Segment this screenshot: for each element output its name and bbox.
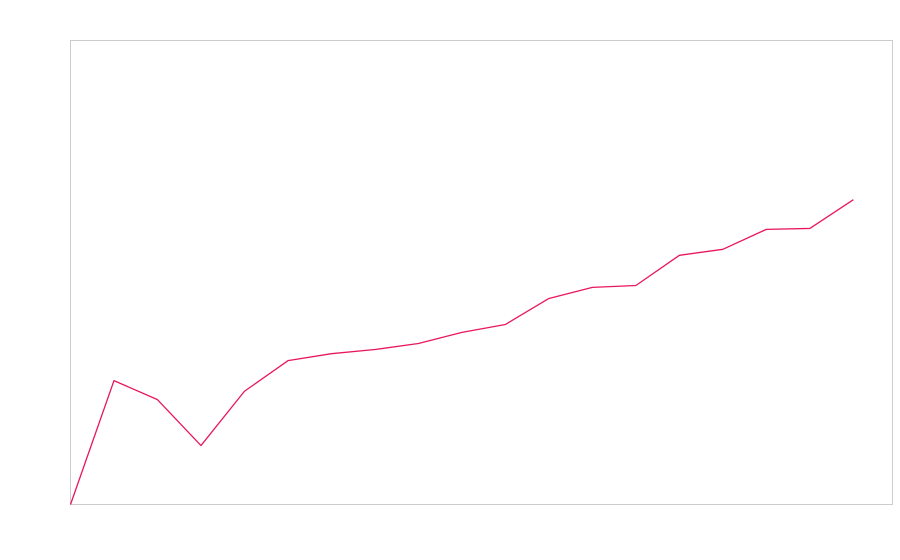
data-line bbox=[69, 199, 854, 505]
plot-frame bbox=[70, 40, 893, 505]
